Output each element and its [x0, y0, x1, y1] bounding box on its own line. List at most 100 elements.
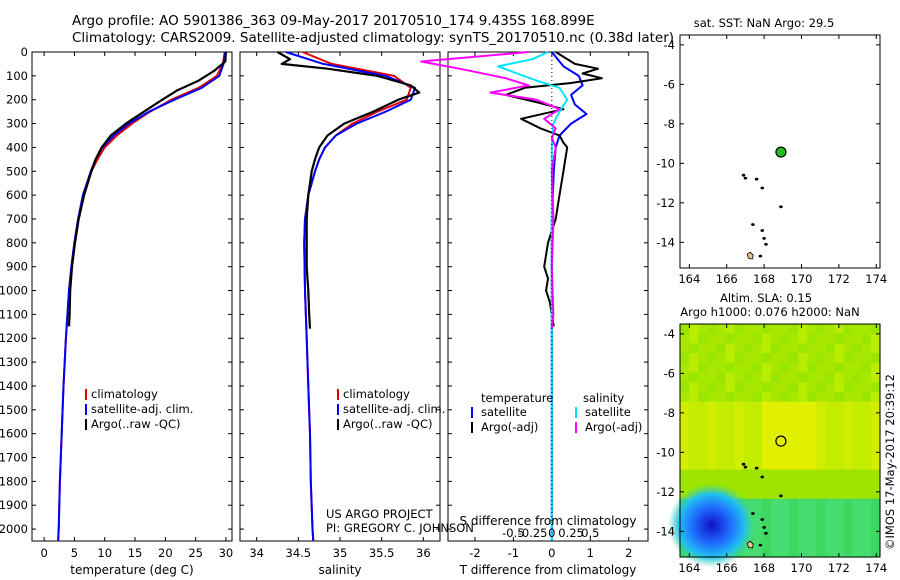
sla-cell — [825, 324, 836, 335]
sla-cell — [861, 421, 872, 432]
sla-cell — [734, 411, 745, 422]
sla-cell — [834, 508, 845, 519]
sla-cell — [816, 469, 827, 480]
island — [760, 475, 765, 479]
sla-cell — [707, 469, 717, 480]
sla-cell — [752, 508, 763, 519]
sla-cell — [698, 411, 708, 422]
sla-cell — [843, 411, 854, 422]
sla-cell — [852, 401, 863, 412]
sla-cell — [852, 479, 863, 490]
sla-cell — [716, 430, 727, 442]
sla-cell — [807, 411, 817, 422]
sla-cell — [834, 537, 845, 548]
sla-cell — [807, 421, 817, 432]
sla-cell — [834, 362, 845, 374]
sla-cell — [770, 333, 781, 344]
sla-cell — [716, 411, 727, 422]
sla-cell — [752, 343, 763, 354]
sla-cell — [780, 430, 790, 442]
sla-cell — [707, 353, 717, 364]
map-x-tick-label: 164 — [678, 561, 700, 575]
sla-cell — [761, 343, 772, 354]
annotation-line: US ARGO PROJECT — [326, 507, 434, 521]
sla-cell — [680, 392, 690, 403]
sla-cell — [825, 343, 836, 354]
map-frame — [679, 323, 881, 558]
sla-cell — [789, 353, 799, 364]
sla-cell — [798, 450, 808, 461]
sla-cell — [861, 392, 872, 403]
x-tick-label: 0 — [40, 546, 47, 560]
x-tick-label: 20 — [158, 546, 173, 560]
sla-cell — [834, 401, 845, 412]
sla-cell — [689, 362, 699, 374]
sla-cell — [798, 343, 808, 354]
sla-cell — [852, 353, 863, 364]
sla-cell — [680, 411, 690, 422]
sla-cell — [752, 527, 763, 539]
sla-cell — [798, 392, 808, 403]
figure-title-line2: Climatology: CARS2009. Satellite-adjuste… — [72, 30, 675, 46]
sla-cell — [825, 401, 836, 412]
sla-cell — [743, 479, 754, 490]
s-axis-label: S difference from climatology — [460, 514, 637, 528]
sla-cell — [689, 392, 699, 403]
sla-cell — [698, 382, 708, 393]
sla-cell — [870, 450, 881, 461]
sla-cell — [770, 498, 781, 510]
sla-cell — [834, 459, 845, 471]
sla-cell — [816, 518, 827, 529]
sla-cell — [843, 489, 854, 500]
sla-cell — [843, 430, 854, 442]
sla-cell — [716, 343, 727, 354]
sla-cell — [852, 382, 863, 393]
sla-cell — [743, 440, 754, 451]
sla-cell — [852, 469, 863, 480]
map-title: sat. SST: NaN Argo: 29.5 — [694, 16, 835, 30]
sla-cell — [752, 430, 763, 442]
s-tick-label: -0.25 — [518, 526, 548, 540]
sla-cell — [789, 527, 799, 539]
sla-cell — [798, 508, 808, 519]
sla-cell — [770, 324, 781, 335]
map-x-tick-label: 170 — [791, 561, 813, 575]
sla-cell — [707, 392, 717, 403]
series-line — [550, 51, 588, 541]
sla-cell — [689, 343, 699, 354]
sla-cell — [761, 411, 772, 422]
x-tick-label: 10 — [97, 546, 112, 560]
sla-cell — [843, 508, 854, 519]
sla-cell — [843, 392, 854, 403]
sla-cell — [689, 324, 699, 335]
sla-cell — [780, 518, 790, 529]
sla-cell — [780, 450, 790, 461]
annotation-line: PI: GREGORY C. JOHNSON — [326, 521, 474, 535]
sla-cell — [870, 372, 881, 383]
sla-cell — [870, 489, 881, 500]
sla-cell — [789, 489, 799, 500]
y-tick-label: 1700 — [0, 451, 28, 465]
sla-cell — [734, 382, 745, 393]
legend-label: Argo(-adj) — [481, 420, 538, 434]
y-tick-label: 300 — [6, 117, 28, 131]
sla-cell — [680, 324, 690, 335]
x-tick-label: 15 — [128, 546, 143, 560]
x-tick-label: -1 — [508, 546, 519, 560]
sla-cell — [716, 401, 727, 412]
sla-cell — [743, 362, 754, 374]
sla-cell — [789, 333, 799, 344]
sla-cell — [843, 333, 854, 344]
sla-cell — [825, 382, 836, 393]
island — [754, 466, 759, 470]
sla-cell — [761, 401, 772, 412]
map-x-tick-label: 170 — [791, 272, 813, 286]
sla-cell — [861, 411, 872, 422]
argo-position-marker — [775, 146, 787, 158]
sla-cell — [780, 508, 790, 519]
island — [741, 173, 746, 177]
sla-cell — [716, 440, 727, 451]
y-tick-label: 600 — [6, 188, 28, 202]
sla-cell — [752, 459, 763, 471]
